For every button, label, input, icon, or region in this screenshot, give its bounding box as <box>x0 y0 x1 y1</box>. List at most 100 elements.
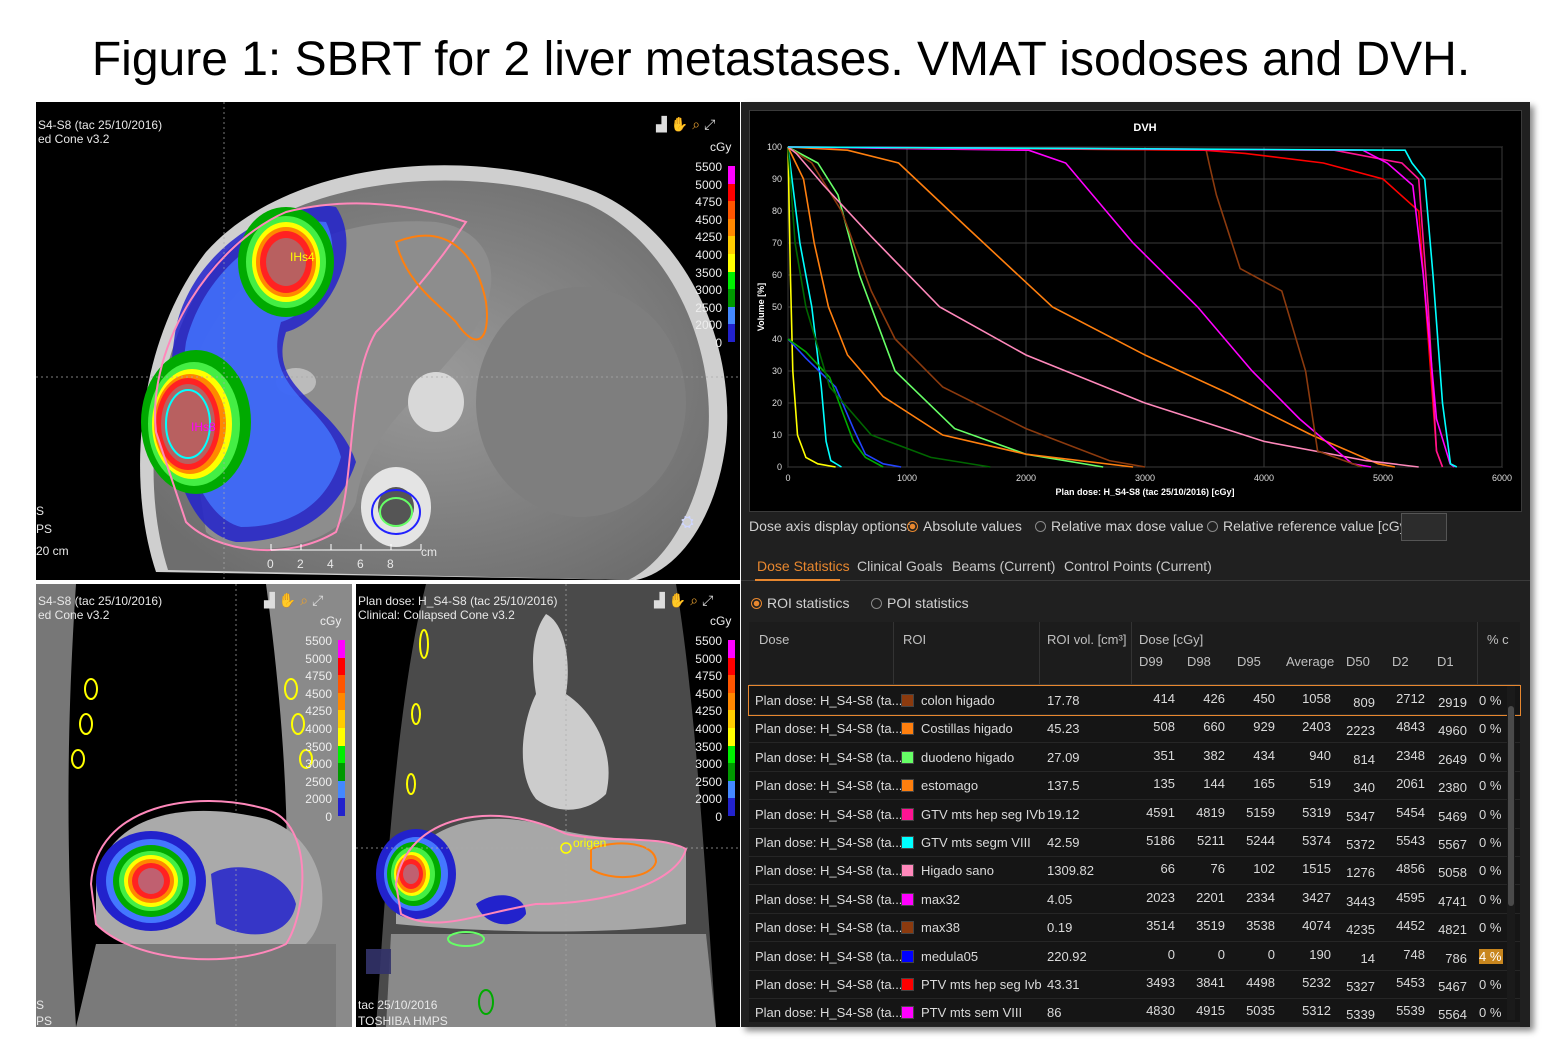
coronal-toolbar[interactable]: ▟✋⌕⤢ <box>654 592 717 609</box>
table-row[interactable]: Plan dose: H_S4-S8 (ta... Costillas higad… <box>749 714 1520 744</box>
table-row[interactable]: Plan dose: H_S4-S8 (ta... Higado sano 1309… <box>749 856 1520 886</box>
tab-beams-current[interactable]: Beams (Current) <box>952 558 1056 574</box>
option-relative-reference[interactable]: Relative reference value [cGy]: <box>1207 518 1414 534</box>
y-tick-label: 10 <box>772 430 782 440</box>
cell-d50: 5372 <box>1346 837 1375 852</box>
cell-roi: PTV mts sem VIII <box>921 1005 1023 1021</box>
cell-roi: GTV mts hep seg IVb <box>921 806 1046 822</box>
y-tick-label: 70 <box>772 238 782 248</box>
reference-value-input[interactable] <box>1401 513 1447 541</box>
cell-d95: 165 <box>1253 776 1275 792</box>
cell-d50: 5327 <box>1346 979 1375 994</box>
cell-avg: 5319 <box>1302 804 1331 820</box>
legend-color-swatch <box>338 745 345 764</box>
header-d1[interactable]: D1 <box>1437 654 1454 669</box>
cell-roi: max38 <box>921 920 961 936</box>
header-roi-vol[interactable]: ROI vol. [cm³] <box>1047 632 1127 647</box>
legend-level: 4750 <box>695 669 722 684</box>
roi-color-swatch <box>901 1006 914 1020</box>
cell-d98: 144 <box>1203 776 1225 792</box>
sagittal-toolbar[interactable]: ▟✋⌕⤢ <box>264 592 327 609</box>
header-d95[interactable]: D95 <box>1237 654 1261 669</box>
histogram-icon[interactable]: ▟ <box>264 592 279 608</box>
fullscreen-icon[interactable]: ⤢ <box>702 592 718 608</box>
tab-control-points-current[interactable]: Control Points (Current) <box>1064 558 1212 574</box>
dose-analysis-panel: 0 1000 2000 3000 4000 5000 6000 0 10 20 30 40 50 60 70… <box>741 102 1530 1028</box>
cell-d50: 4235 <box>1346 922 1375 938</box>
tab-dose-statistics[interactable]: Dose Statistics <box>757 558 850 574</box>
tab-clinical-goals[interactable]: Clinical Goals <box>857 558 943 574</box>
option-poi-statistics[interactable]: POI statistics <box>871 595 969 611</box>
cell-d1: 2919 <box>1438 695 1467 710</box>
cell-d99: 135 <box>1153 776 1175 792</box>
dvh-curve <box>787 146 1104 468</box>
table-row[interactable]: Plan dose: H_S4-S8 (ta... PTV mts sem VII… <box>749 998 1520 1028</box>
zoom-icon[interactable]: ⌕ <box>300 592 313 608</box>
zoom-icon[interactable]: ⌕ <box>692 116 705 132</box>
coronal-view[interactable]: Plan dose: H_S4-S8 (tac 25/10/2016) Clin… <box>356 584 740 1027</box>
cell-dose: Plan dose: H_S4-S8 (ta... <box>755 693 903 708</box>
legend-unit: cGy <box>710 614 732 628</box>
header-roi[interactable]: ROI <box>903 632 927 647</box>
radio-relative-max[interactable] <box>1035 521 1046 532</box>
table-row[interactable]: Plan dose: H_S4-S8 (ta... GTV mts segm VI… <box>749 828 1520 857</box>
table-row[interactable]: Plan dose: H_S4-S8 (ta... PTV mts hep seg… <box>749 970 1520 999</box>
fullscreen-icon[interactable]: ⤢ <box>312 592 328 608</box>
y-tick-label: 100 <box>767 142 782 152</box>
axial-toolbar[interactable]: ▟✋⌕⤢ <box>656 116 719 133</box>
histogram-icon[interactable]: ▟ <box>656 116 671 132</box>
cell-roi: Higado sano <box>921 863 994 879</box>
option-relative-max[interactable]: Relative max dose value <box>1035 518 1204 534</box>
cell-avg: 5374 <box>1302 833 1331 848</box>
table-row[interactable]: Plan dose: H_S4-S8 (ta... duodeno higado 2… <box>749 743 1520 772</box>
cell-avg: 2403 <box>1302 719 1331 735</box>
axial-view[interactable]: S4-S8 (tac 25/10/2016) ed Cone v3.2 S PS… <box>36 102 740 580</box>
zoom-icon[interactable]: ⌕ <box>690 592 703 608</box>
header-average[interactable]: Average <box>1286 654 1335 669</box>
pan-hand-icon[interactable]: ✋ <box>668 592 691 608</box>
cell-d99: 66 <box>1160 861 1175 877</box>
axial-overlay-line-1: S4-S8 (tac 25/10/2016) <box>38 118 163 132</box>
cell-d95: 0 <box>1267 946 1275 962</box>
fullscreen-icon[interactable]: ⤢ <box>704 116 720 132</box>
pan-hand-icon[interactable]: ✋ <box>278 592 301 608</box>
pan-hand-icon[interactable]: ✋ <box>670 116 693 132</box>
sagittal-view[interactable]: S4-S8 (tac 25/10/2016) ed Cone v3.2 S PS… <box>36 584 352 1027</box>
cell-d50: 14 <box>1360 950 1375 966</box>
header-d98[interactable]: D98 <box>1187 654 1211 669</box>
option-absolute-values[interactable]: Absolute values <box>907 518 1022 534</box>
table-row[interactable]: Plan dose: H_S4-S8 (ta... colon higado 17.… <box>748 685 1521 716</box>
coronal-bottom-line-1: tac 25/10/2016 <box>358 998 438 1012</box>
cell-d2: 5539 <box>1396 1003 1425 1019</box>
dvh-curve <box>787 146 836 468</box>
cell-d50: 5347 <box>1346 808 1375 824</box>
header-pct[interactable]: % c <box>1487 632 1509 647</box>
cell-pct: 0 % <box>1479 920 1502 936</box>
header-d50[interactable]: D50 <box>1346 654 1370 669</box>
table-row[interactable]: Plan dose: H_S4-S8 (ta... max38 0.19 3514 35… <box>749 913 1520 943</box>
option-roi-statistics[interactable]: ROI statistics <box>751 595 849 611</box>
dose-statistics-table: Dose ROI ROI vol. [cm³] Dose [cGy] D99 D… <box>748 622 1521 1028</box>
table-row[interactable]: Plan dose: H_S4-S8 (ta... medula05 220.92 0… <box>749 942 1520 971</box>
header-dose[interactable]: Dose <box>759 632 790 647</box>
legend-color-swatch <box>338 692 345 711</box>
radio-relative-reference[interactable] <box>1207 521 1218 532</box>
histogram-icon[interactable]: ▟ <box>654 592 669 608</box>
table-row[interactable]: Plan dose: H_S4-S8 (ta... GTV mts hep seg… <box>749 800 1520 829</box>
sagittal-overlay-line-1: S4-S8 (tac 25/10/2016) <box>38 594 163 608</box>
table-row[interactable]: Plan dose: H_S4-S8 (ta... max32 4.05 2023 22… <box>749 885 1520 914</box>
table-scrollbar[interactable] <box>1507 686 1515 1020</box>
header-d2[interactable]: D2 <box>1392 654 1409 669</box>
table-row[interactable]: Plan dose: H_S4-S8 (ta... estomago 137.5 13… <box>749 771 1520 801</box>
y-tick-label: 30 <box>772 366 782 376</box>
cell-dose: Plan dose: H_S4-S8 (ta... <box>755 863 903 879</box>
axial-ct-image <box>36 102 740 580</box>
dvh-chart[interactable]: 0 1000 2000 3000 4000 5000 6000 0 10 20 30 40 50 60 70… <box>750 111 1521 511</box>
scrollbar-thumb[interactable] <box>1508 706 1514 906</box>
radio-poi-stats[interactable] <box>871 598 882 609</box>
header-d99[interactable]: D99 <box>1139 654 1163 669</box>
poi-stats-label: POI statistics <box>887 595 969 611</box>
radio-roi-stats[interactable] <box>751 598 762 609</box>
cell-d2: 4452 <box>1396 918 1425 934</box>
radio-absolute[interactable] <box>907 521 918 532</box>
